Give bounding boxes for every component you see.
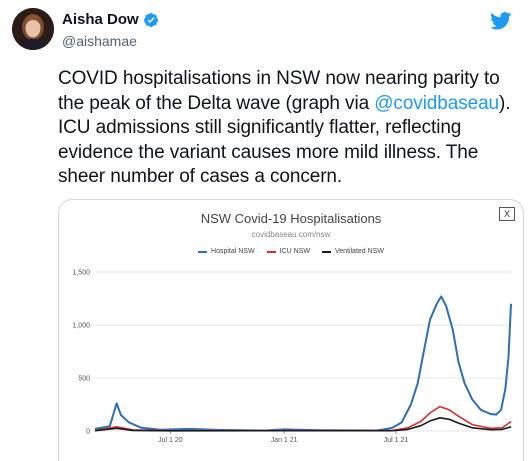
legend-item[interactable]: Ventilated NSW: [321, 248, 384, 255]
chart-legend: Hospital NSW ICU NSW Ventilated NSW: [59, 248, 523, 255]
close-icon[interactable]: X: [499, 207, 515, 221]
media-attachment[interactable]: 1,500 1,000 500 0 Jul 1 20 Jan 1 21 Jul 1 21 N…: [58, 199, 524, 461]
chart: 1,500 1,000 500 0 Jul 1 20 Jan 1 21 Jul 1 21: [72, 270, 512, 444]
user-handle[interactable]: @aishamae: [62, 33, 137, 49]
legend-label: Hospital NSW: [211, 248, 255, 255]
x-tick-label: Jul 1 21: [384, 437, 409, 444]
verified-badge-icon: [143, 12, 158, 27]
y-tick-label: 0: [86, 429, 90, 436]
legend-label: ICU NSW: [279, 248, 310, 255]
chart-title: NSW Covid-19 Hospitalisations: [200, 211, 382, 226]
avatar-photo: [12, 8, 54, 50]
tweet-text-part: ). ICU admissions still significantly fl…: [58, 92, 511, 188]
legend-label: Ventilated NSW: [334, 248, 384, 255]
display-name[interactable]: Aisha Dow: [62, 11, 139, 28]
y-tick-label: 1,500: [72, 270, 90, 277]
tweet-text: COVID hospitalisations in NSW now nearin…: [58, 67, 522, 190]
series-line: [94, 417, 512, 432]
legend-swatch: [266, 250, 276, 253]
series-line: [94, 295, 512, 432]
mention-link[interactable]: @covidbaseau: [374, 92, 500, 114]
y-tick-label: 1,000: [72, 323, 90, 330]
x-tick-label: Jul 1 20: [158, 437, 183, 444]
legend-swatch: [198, 250, 208, 253]
legend-swatch: [321, 250, 331, 253]
twitter-bird-icon[interactable]: [490, 12, 512, 30]
avatar[interactable]: [12, 8, 54, 50]
y-tick-label: 500: [78, 376, 90, 383]
chart-subtitle: covidbaseau.com/nsw: [251, 230, 331, 239]
tweet-text-part: COVID hospitalisations in NSW now nearin…: [58, 68, 500, 114]
x-tick-label: Jan 1 21: [271, 437, 298, 444]
legend-item[interactable]: ICU NSW: [266, 248, 310, 255]
legend-item[interactable]: Hospital NSW: [198, 248, 255, 255]
